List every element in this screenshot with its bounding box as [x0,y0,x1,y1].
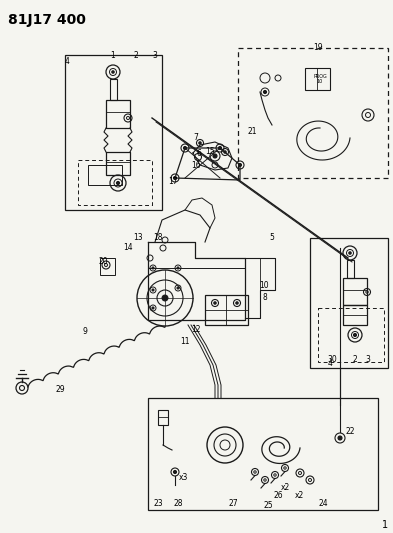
Circle shape [199,142,201,144]
Circle shape [177,267,179,269]
Text: 3: 3 [152,52,158,61]
Text: 4: 4 [64,58,70,67]
Bar [106,152,130,175]
Text: PROG
10: PROG 10 [313,74,327,84]
Circle shape [353,334,356,336]
Text: 5: 5 [270,233,274,243]
Text: 14: 14 [123,244,133,253]
Text: 10: 10 [259,280,269,289]
Text: 7: 7 [194,133,198,141]
Text: 2: 2 [353,356,357,365]
Text: x2: x2 [294,491,304,500]
Circle shape [116,182,119,184]
Bar [238,48,388,178]
Bar [110,79,117,100]
Circle shape [263,91,266,93]
Circle shape [152,289,154,291]
Bar [343,278,367,305]
Bar [310,238,388,368]
Bar [205,295,248,325]
Text: 2: 2 [134,52,138,61]
Text: 29: 29 [55,385,65,394]
Bar [78,160,152,205]
Text: 20: 20 [98,257,108,266]
Text: 6: 6 [196,149,202,157]
Bar [347,260,354,278]
Text: 11: 11 [180,337,190,346]
Bar [65,55,162,210]
Text: 22: 22 [345,427,355,437]
Text: 21: 21 [247,127,257,136]
Text: 12: 12 [191,326,201,335]
Circle shape [236,302,238,304]
Circle shape [213,154,217,158]
Text: 24: 24 [318,498,328,507]
Text: 30: 30 [327,356,337,365]
Bar [106,100,130,128]
Bar [305,68,330,90]
Circle shape [152,307,154,309]
Text: 81J17 400: 81J17 400 [8,13,86,27]
Circle shape [349,252,351,254]
Text: 16: 16 [191,160,201,169]
Text: 15: 15 [205,148,215,157]
Text: 19: 19 [313,44,323,52]
Text: 17: 17 [168,177,178,187]
Text: 18: 18 [153,233,163,243]
Circle shape [173,471,176,473]
Text: 26: 26 [273,491,283,500]
Bar [88,165,122,185]
Text: x2: x2 [280,483,290,492]
Circle shape [214,302,216,304]
Text: 8: 8 [263,294,267,303]
Circle shape [112,71,114,73]
Text: 28: 28 [173,498,183,507]
Bar [343,305,367,325]
Text: 13: 13 [133,233,143,243]
Circle shape [219,147,222,149]
Circle shape [239,164,242,166]
Circle shape [338,436,342,440]
Circle shape [152,267,154,269]
Bar [318,308,384,362]
Text: 4: 4 [327,359,332,367]
Circle shape [162,295,168,301]
Circle shape [184,147,187,149]
Text: 1: 1 [382,520,388,530]
Text: 3: 3 [365,356,371,365]
Circle shape [173,176,176,180]
Circle shape [224,151,226,153]
Text: 9: 9 [83,327,87,336]
Bar [100,258,115,275]
Text: 1: 1 [110,52,116,61]
Text: 27: 27 [228,498,238,507]
Text: 25: 25 [263,502,273,511]
Text: 23: 23 [153,498,163,507]
Bar [158,410,168,425]
Bar [148,398,378,510]
Circle shape [177,287,179,289]
Text: x3: x3 [178,473,188,482]
